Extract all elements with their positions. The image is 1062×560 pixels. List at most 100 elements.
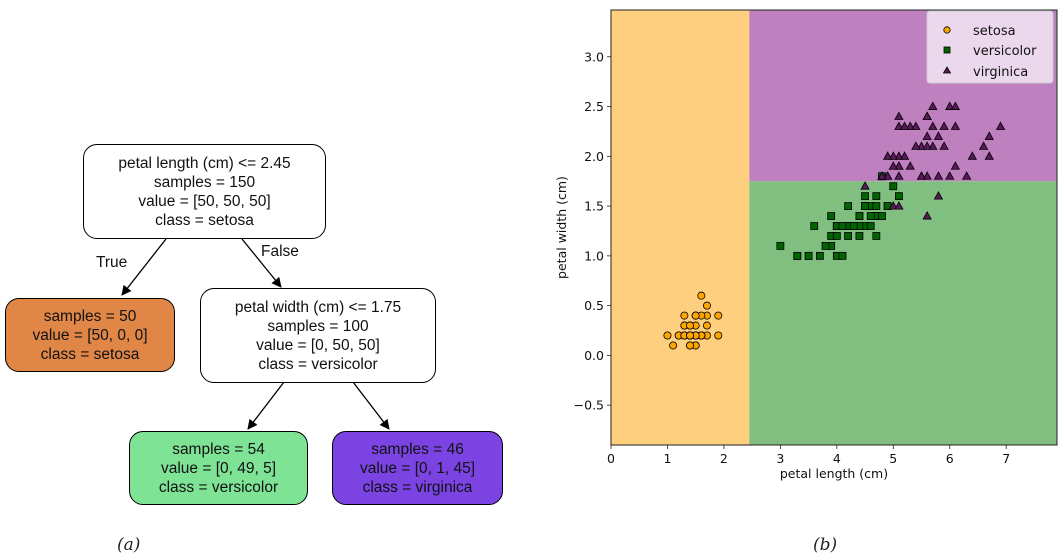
point-virginica: [894, 171, 904, 180]
x-axis-ticks: 0 1 2 3 4 5 6 7: [607, 445, 1010, 466]
point-setosa: [686, 341, 695, 350]
point-virginica: [916, 171, 927, 180]
point-virginica: [922, 171, 932, 180]
point-versicolor: [827, 212, 836, 220]
tree-leaf-virginica: samples = 46 value = [0, 1, 45] class = …: [332, 431, 503, 505]
point-setosa: [714, 311, 723, 320]
point-versicolor: [821, 242, 830, 250]
tree-edges: [121, 238, 390, 430]
point-versicolor: [872, 192, 881, 201]
node-line: class = versicolor: [258, 355, 378, 373]
point-setosa: [714, 331, 723, 340]
point-virginica: [894, 121, 904, 130]
tree-leaf-versicolor: samples = 54 value = [0, 49, 5] class = …: [129, 431, 308, 505]
x-tick-label: 0: [607, 451, 615, 466]
point-virginica: [961, 171, 972, 180]
y-tick-label: 3.0: [584, 49, 604, 64]
point-versicolor: [838, 222, 847, 230]
point-virginica: [967, 151, 977, 160]
point-virginica: [894, 201, 904, 210]
point-setosa: [691, 311, 700, 320]
node-line: value = [50, 50, 50]: [138, 192, 271, 210]
point-virginica: [945, 101, 955, 110]
x-tick-label: 1: [663, 451, 671, 466]
point-versicolor: [878, 212, 886, 220]
point-virginica: [860, 181, 870, 190]
legend-marker-virginica: [942, 66, 952, 74]
point-setosa: [686, 331, 695, 340]
point-versicolor: [861, 202, 869, 210]
region-setosa: [611, 10, 750, 445]
legend-marker-setosa: [943, 26, 951, 34]
point-versicolor: [872, 232, 881, 240]
point-virginica: [945, 171, 955, 180]
point-virginica: [939, 141, 949, 150]
x-tick-label: 7: [1002, 451, 1010, 466]
point-setosa: [702, 321, 711, 330]
caption-a: (a): [117, 535, 141, 555]
legend-marker-versicolor: [943, 46, 951, 54]
decision-tree-panel: petal length (cm) <= 2.45 samples = 150 …: [0, 0, 520, 560]
edge-right-to-versicolor: [247, 381, 285, 430]
node-line: class = virginica: [362, 478, 473, 496]
legend-label-versicolor: versicolor: [973, 44, 1037, 59]
point-virginica: [882, 151, 893, 160]
point-virginica: [905, 161, 915, 170]
y-tick-label: 1.5: [584, 199, 604, 214]
y-axis-ticks: −0.5 0.0 0.5 1.0 1.5 2.0 2.5 3.0: [574, 49, 611, 413]
point-virginica: [922, 131, 932, 140]
tree-leaf-setosa: samples = 50 value = [50, 0, 0] class = …: [5, 298, 175, 372]
point-versicolor: [861, 192, 869, 201]
region-versicolor: [749, 181, 1057, 445]
tree-node-root: petal length (cm) <= 2.45 samples = 150 …: [83, 144, 326, 239]
node-line: class = versicolor: [158, 478, 279, 496]
point-virginica: [928, 141, 938, 150]
edge-root-to-right: [241, 238, 282, 288]
point-virginica: [933, 171, 944, 180]
edge-label-true: True: [96, 254, 128, 271]
x-tick-label: 5: [889, 451, 897, 466]
node-line: samples = 46: [371, 440, 464, 458]
decision-regions: [611, 10, 1057, 445]
point-versicolor: [866, 222, 875, 230]
point-versicolor: [776, 242, 785, 250]
point-virginica: [950, 121, 961, 130]
point-virginica: [888, 201, 898, 210]
node-line: samples = 50: [43, 307, 137, 325]
y-tick-label: 2.0: [584, 149, 604, 164]
point-virginica: [950, 101, 961, 110]
data-points: [663, 101, 1006, 350]
point-virginica: [888, 151, 898, 160]
point-virginica: [922, 211, 932, 220]
node-line: value = [0, 1, 45]: [359, 459, 476, 477]
point-versicolor: [855, 232, 864, 240]
point-virginica: [911, 121, 921, 130]
point-versicolor: [866, 212, 875, 220]
y-tick-label: 2.5: [584, 99, 604, 114]
point-setosa: [680, 311, 689, 320]
point-virginica: [882, 171, 893, 180]
point-versicolor: [855, 212, 864, 220]
point-virginica: [995, 121, 1006, 130]
point-virginica: [899, 151, 910, 160]
y-axis-label: petal width (cm): [554, 176, 569, 279]
point-versicolor: [838, 251, 847, 260]
node-line: value = [50, 0, 0]: [32, 326, 148, 344]
point-virginica: [922, 111, 932, 120]
point-virginica: [939, 121, 949, 130]
edge-right-to-virginica: [352, 381, 390, 430]
point-versicolor: [793, 251, 802, 260]
point-virginica: [899, 121, 910, 130]
x-tick-label: 3: [776, 451, 784, 466]
legend-box: [926, 10, 1054, 84]
x-axis-label: petal length (cm): [780, 466, 888, 481]
x-tick-label: 6: [946, 451, 954, 466]
node-line: samples = 54: [172, 440, 265, 458]
point-virginica: [933, 191, 944, 200]
node-line: petal width (cm) <= 1.75: [234, 298, 402, 316]
node-line: class = setosa: [155, 211, 254, 229]
legend: setosa versicolor virginica: [926, 10, 1054, 84]
point-versicolor: [872, 202, 881, 210]
point-virginica: [928, 101, 938, 110]
tree-node-petal-width-split: petal width (cm) <= 1.75 samples = 100 v…: [200, 288, 436, 383]
